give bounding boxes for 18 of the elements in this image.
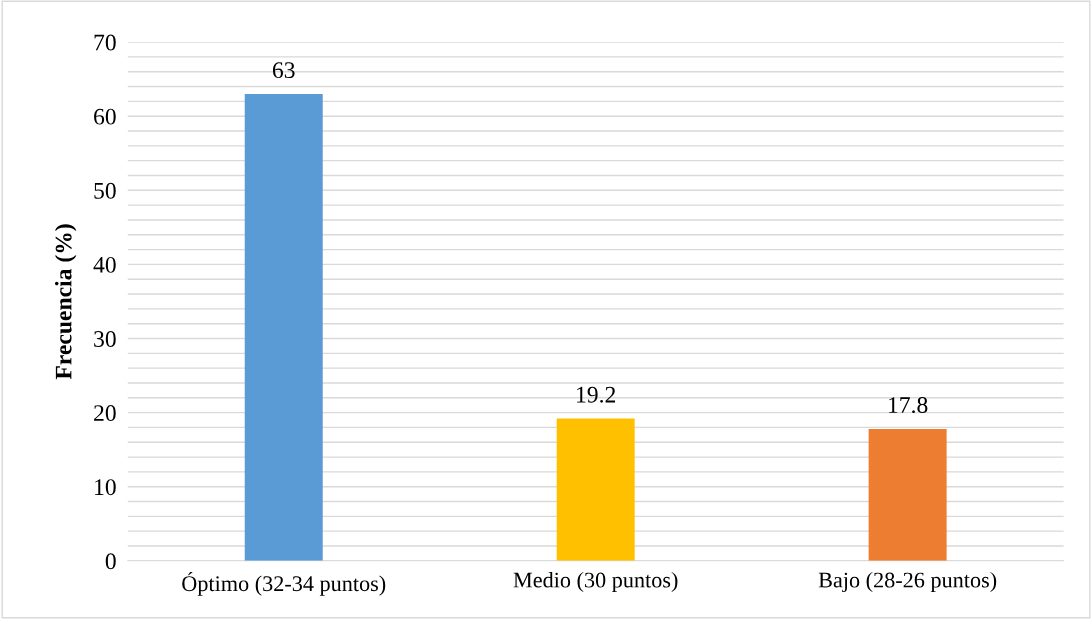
bar (868, 428, 947, 561)
data-label: 63 (272, 62, 295, 79)
y-tick-label: 30 (94, 331, 116, 347)
y-tick-label: 0 (105, 553, 116, 570)
data-label: 19.2 (577, 386, 616, 403)
y-tick-label: 40 (93, 256, 116, 273)
bar (556, 418, 635, 561)
y-tick-label: 70 (94, 34, 116, 51)
bar (244, 93, 323, 561)
x-tick-label: Medio (30 puntos) (513, 571, 678, 593)
y-tick-label: 60 (94, 108, 116, 125)
y-tick-label: 50 (94, 182, 116, 199)
y-tick-label: 20 (94, 405, 116, 422)
y-axis-title: Frecuencia (%) (54, 224, 77, 380)
x-tick-label: Bajo (28-26 puntos) (818, 571, 997, 593)
data-label: 17.8 (889, 397, 928, 414)
y-tick-label: 10 (95, 479, 116, 496)
x-tick-label: Óptimo (32-34 puntos) (182, 571, 386, 596)
